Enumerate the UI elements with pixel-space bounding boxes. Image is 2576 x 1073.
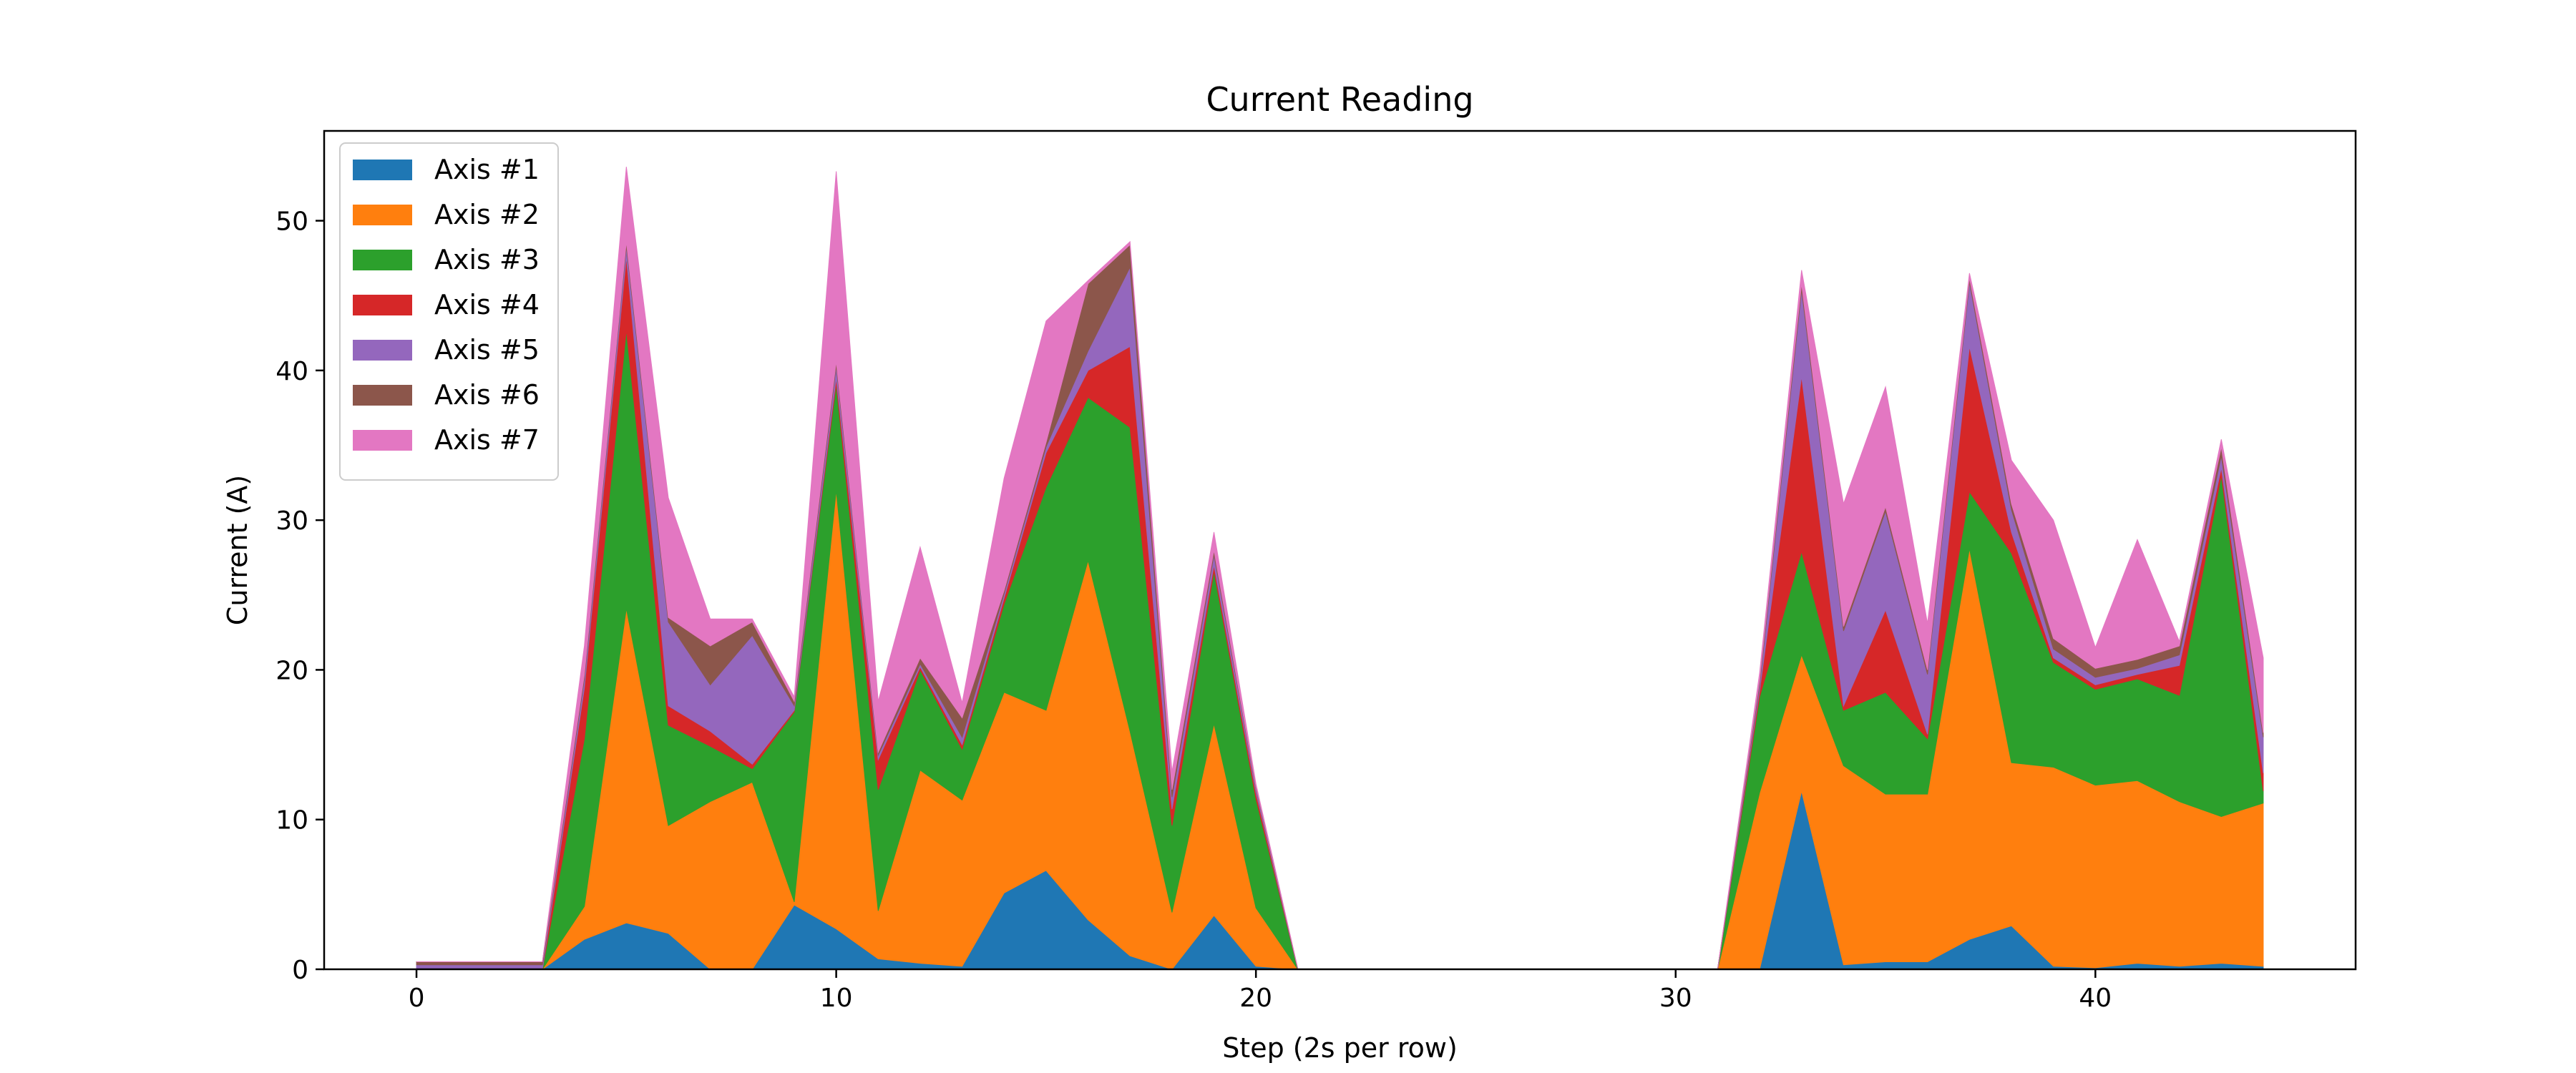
y-tick-label: 0: [292, 956, 308, 985]
y-tick-label: 10: [275, 806, 308, 836]
x-tick-label: 30: [1659, 984, 1692, 1013]
chart-title: Current Reading: [1206, 80, 1473, 119]
legend-entry: Axis #7: [434, 424, 540, 456]
legend: Axis #1 Axis #2 Axis #3 Axis #4 Axis #5 Axis …: [339, 142, 559, 481]
y-axis: 0 10 20 30 40 50: [275, 207, 324, 985]
legend-entry: Axis #1: [434, 154, 540, 185]
legend-entry: Axis #6: [434, 379, 540, 411]
y-tick-label: 20: [275, 656, 308, 685]
plot-frame: [323, 129, 2357, 971]
y-tick-label: 30: [275, 506, 308, 536]
y-tick-label: 40: [275, 357, 308, 386]
legend-swatch: [353, 430, 412, 451]
legend-entry: Axis #2: [434, 199, 540, 230]
legend-swatch: [353, 250, 412, 270]
x-tick-label: 10: [820, 984, 853, 1013]
area-series-7: [416, 167, 2264, 970]
x-axis-label: Step (2s per row): [1222, 1032, 1458, 1064]
legend-entry: Axis #4: [434, 289, 540, 320]
y-tick-label: 50: [275, 207, 308, 237]
legend-swatch: [353, 205, 412, 225]
y-axis-label: Current (A): [222, 475, 253, 625]
area-layers: [416, 167, 2264, 970]
x-tick-label: 0: [409, 984, 425, 1013]
legend-swatch: [353, 340, 412, 361]
legend-entry: Axis #5: [434, 334, 540, 366]
x-axis: 0 10 20 30 40: [409, 969, 2112, 1013]
legend-entry: Axis #3: [434, 244, 540, 275]
legend-swatch: [353, 385, 412, 406]
legend-swatch: [353, 295, 412, 315]
x-tick-label: 40: [2079, 984, 2112, 1013]
x-tick-label: 20: [1239, 984, 1272, 1013]
legend-swatch: [353, 160, 412, 180]
